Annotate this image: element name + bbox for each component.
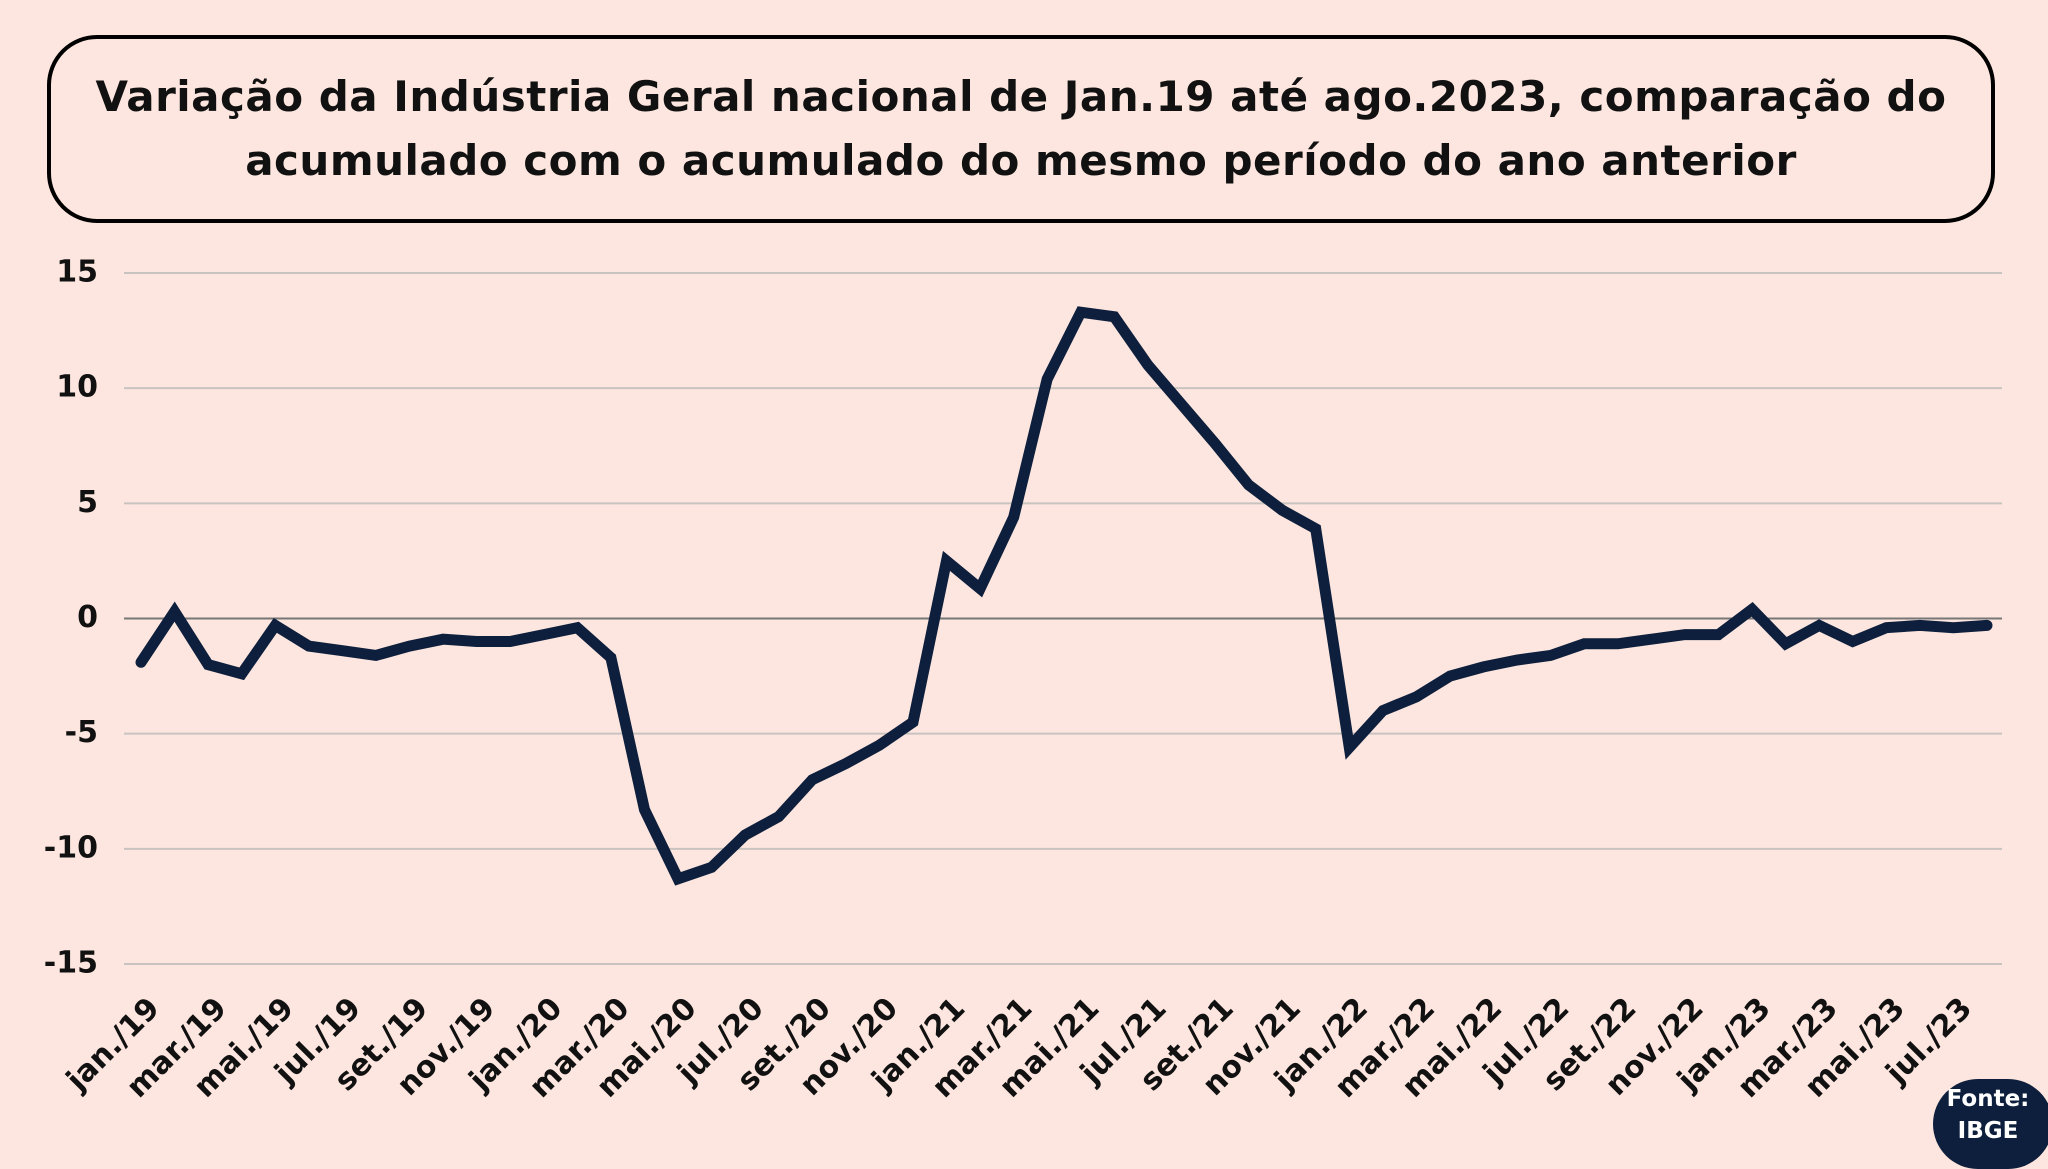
y-tick-label: 10 (56, 370, 98, 405)
y-tick-label: -15 (44, 946, 98, 981)
title-box: Variação da Indústria Geral nacional de … (47, 35, 1995, 223)
chart-title: Variação da Indústria Geral nacional de … (95, 72, 1947, 185)
y-tick-label: 5 (77, 485, 98, 520)
y-tick-label: -10 (44, 830, 98, 865)
source-name: IBGE (1957, 1118, 2019, 1144)
y-tick-label: -5 (65, 715, 98, 750)
y-tick-label: 15 (56, 255, 98, 290)
source-label: Fonte: (1946, 1086, 2030, 1112)
source-badge: Fonte: IBGE (1933, 1079, 2048, 1169)
data-line (135, 306, 1993, 886)
y-tick-label: 0 (77, 600, 98, 635)
